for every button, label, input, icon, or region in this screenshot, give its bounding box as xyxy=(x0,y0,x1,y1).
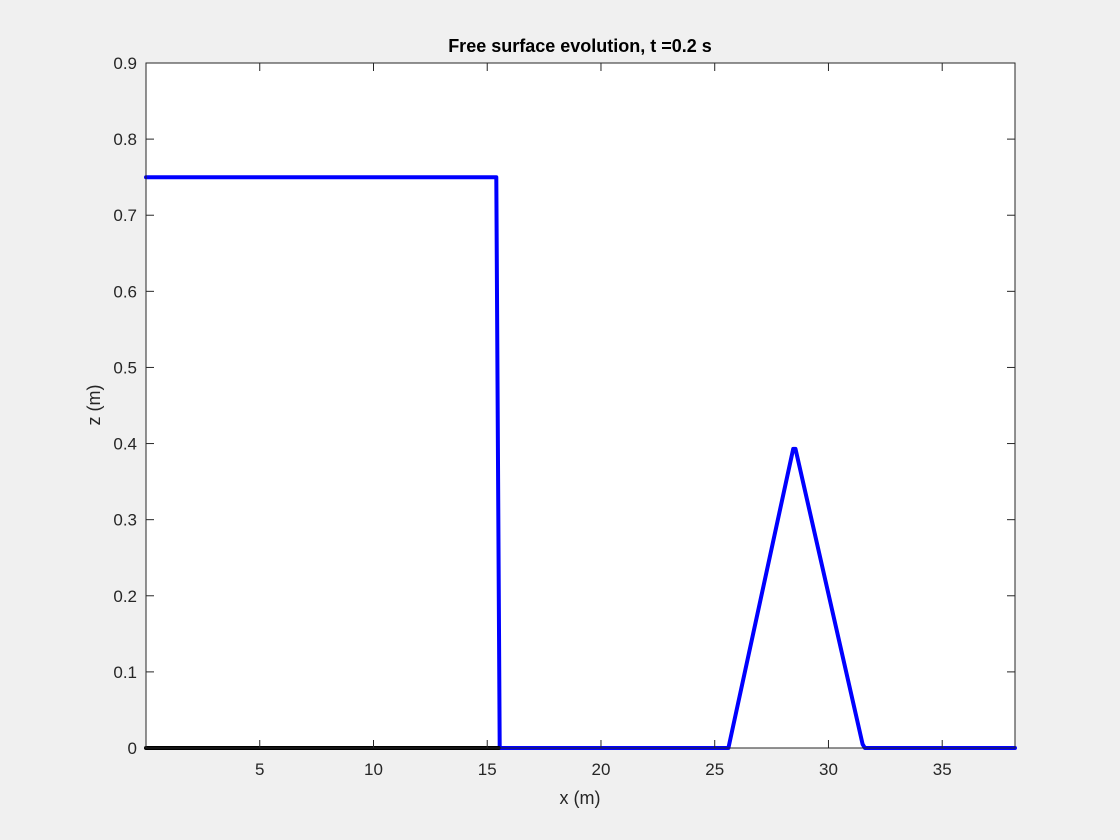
axes-box xyxy=(145,62,1016,749)
y-axis-label: z (m) xyxy=(84,385,104,426)
x-axis-label: x (m) xyxy=(560,788,601,808)
x-tick-label: 30 xyxy=(819,760,838,779)
series-line-0 xyxy=(144,175,1017,750)
x-tick-label: 10 xyxy=(364,760,383,779)
x-tick-label: 35 xyxy=(933,760,952,779)
axes-background xyxy=(146,63,1015,748)
y-tick-label: 0.4 xyxy=(113,435,137,454)
y-tick-label: 0.9 xyxy=(113,54,137,73)
chart-title: Free surface evolution, t =0.2 s xyxy=(448,36,712,56)
y-tick-label: 0.2 xyxy=(113,587,137,606)
y-tick-label: 0.6 xyxy=(113,282,137,301)
x-tick-label: 20 xyxy=(592,760,611,779)
x-tick-label: 25 xyxy=(705,760,724,779)
y-tick-label: 0 xyxy=(128,739,137,758)
y-tick-label: 0.5 xyxy=(113,358,137,377)
y-tick-label: 0.7 xyxy=(113,206,137,225)
x-tick-label: 15 xyxy=(478,760,497,779)
y-tick-label: 0.3 xyxy=(113,511,137,530)
tick-layer: 5 10 15 20 25 30 35 0 0.1 0.2 0.3 0.4 0.5 0.6 0.7 0.8 0.… xyxy=(113,54,1015,779)
y-tick-label: 0.8 xyxy=(113,130,137,149)
y-tick-label: 0.1 xyxy=(113,663,137,682)
x-tick-label: 5 xyxy=(255,760,264,779)
